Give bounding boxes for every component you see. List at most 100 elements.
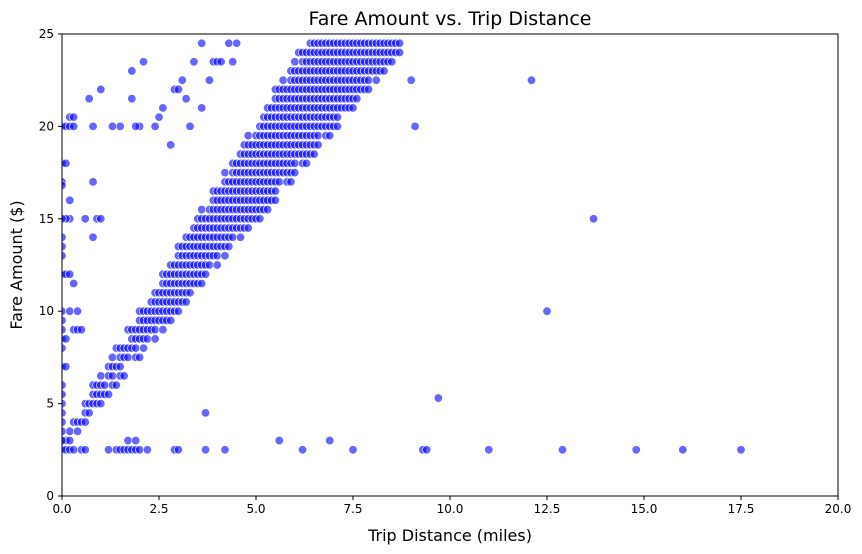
data-point (197, 38, 207, 48)
data-point (173, 445, 183, 455)
data-point (290, 158, 300, 168)
x-axis-label: Trip Distance (miles) (367, 526, 532, 545)
data-point (127, 94, 137, 104)
data-point (135, 352, 145, 362)
data-point (150, 325, 160, 335)
data-point (484, 445, 494, 455)
data-point (228, 232, 238, 242)
data-point (387, 57, 397, 67)
data-point (212, 260, 222, 270)
data-point (298, 445, 308, 455)
x-tick-label: 12.5 (534, 502, 561, 516)
data-point (325, 131, 335, 141)
data-point (150, 121, 160, 131)
data-point (224, 242, 234, 252)
data-point (348, 103, 358, 113)
y-tick-label: 5 (46, 397, 54, 411)
data-point (678, 445, 688, 455)
data-point (104, 389, 114, 399)
data-point (406, 75, 416, 85)
data-point (313, 140, 323, 150)
data-point (197, 205, 207, 215)
points-layer (62, 38, 746, 455)
data-point (62, 232, 67, 242)
data-point (201, 269, 211, 279)
data-point (379, 66, 389, 76)
data-point (138, 57, 148, 67)
data-point (62, 389, 67, 399)
data-point (177, 75, 187, 85)
data-point (290, 168, 300, 178)
data-point (73, 426, 83, 436)
data-point (204, 260, 214, 270)
y-axis-label: Fare Amount ($) (7, 200, 26, 329)
data-point (542, 306, 552, 316)
y-tick-label: 0 (46, 489, 54, 503)
data-point (255, 214, 265, 224)
data-point (62, 436, 67, 446)
data-point (138, 343, 148, 353)
data-point (73, 306, 83, 316)
data-point (158, 325, 168, 335)
data-point (62, 343, 67, 353)
data-point (185, 121, 195, 131)
data-point (107, 352, 117, 362)
data-point (371, 75, 381, 85)
data-point (131, 121, 141, 131)
data-point (96, 371, 106, 381)
data-point (62, 426, 67, 436)
data-point (62, 325, 67, 335)
data-point (212, 251, 222, 261)
data-point (274, 436, 284, 446)
data-point (270, 186, 280, 196)
data-point (395, 47, 405, 57)
data-point (313, 131, 323, 141)
data-point (270, 195, 280, 205)
data-point (62, 362, 71, 372)
data-point (69, 121, 79, 131)
data-point (107, 371, 117, 381)
data-point (332, 121, 342, 131)
data-point (150, 334, 160, 344)
data-point (88, 177, 98, 187)
y-tick-label: 10 (39, 304, 54, 318)
data-point (65, 269, 75, 279)
data-point (301, 158, 311, 168)
data-point (80, 445, 90, 455)
data-point (119, 371, 129, 381)
x-tick-label: 0.0 (52, 502, 71, 516)
data-point (62, 158, 71, 168)
data-point (228, 57, 238, 67)
data-point (62, 181, 67, 191)
data-point (286, 177, 296, 187)
data-point (104, 445, 114, 455)
data-point (62, 417, 67, 427)
y-tick-label: 25 (39, 27, 54, 41)
data-point (364, 84, 374, 94)
y-tick-label: 20 (39, 119, 54, 133)
data-point (62, 242, 67, 252)
data-point (80, 214, 90, 224)
data-point (526, 75, 536, 85)
data-point (100, 380, 110, 390)
y-tick-label: 15 (39, 212, 54, 226)
data-point (65, 436, 75, 446)
data-point (558, 445, 568, 455)
data-point (62, 408, 67, 418)
data-point (364, 75, 374, 85)
data-point (84, 408, 94, 418)
data-point (325, 436, 335, 446)
data-point (69, 278, 79, 288)
data-point (204, 75, 214, 85)
data-point (142, 445, 152, 455)
data-point (142, 334, 152, 344)
x-tick-label: 10.0 (437, 502, 464, 516)
data-point (243, 131, 253, 141)
data-point (166, 315, 176, 325)
data-point (263, 205, 273, 215)
data-point (220, 251, 230, 261)
data-point (185, 288, 195, 298)
data-point (88, 121, 98, 131)
data-point (736, 445, 746, 455)
data-point (65, 195, 75, 205)
